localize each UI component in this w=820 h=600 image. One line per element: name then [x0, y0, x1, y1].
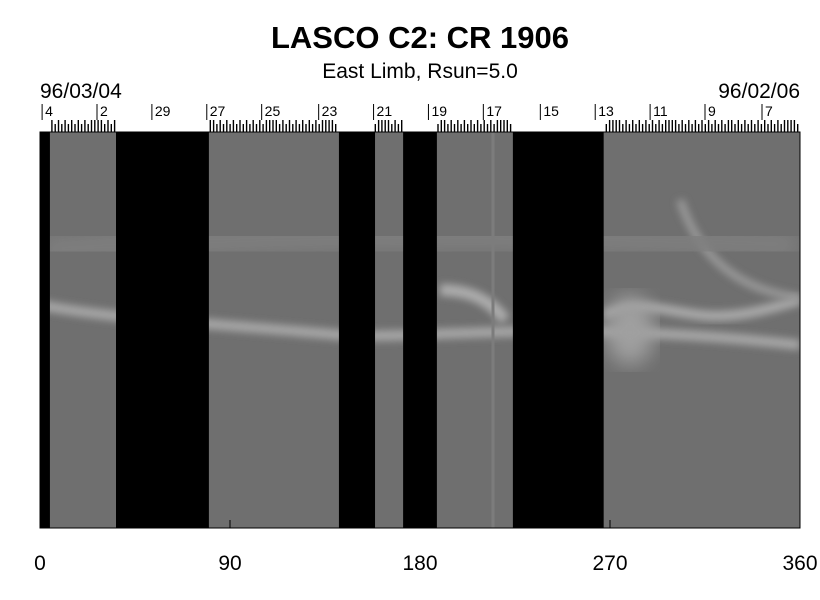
data-gap: [40, 132, 50, 528]
data-gap: [403, 132, 437, 528]
day-tick-label: 13: [598, 103, 614, 119]
day-tick-label: 29: [155, 103, 171, 119]
chart-subtitle: East Limb, Rsun=5.0: [322, 60, 518, 83]
day-tick-label: 7: [765, 103, 773, 119]
day-tick-label: 21: [377, 103, 393, 119]
day-tick-label: 15: [543, 103, 559, 119]
x-tick-label: 0: [34, 552, 46, 575]
plot-area: [40, 132, 800, 528]
day-tick-label: 19: [431, 103, 447, 119]
day-tick-label: 17: [486, 103, 502, 119]
data-gap: [338, 132, 376, 528]
day-tick-label: 9: [708, 103, 716, 119]
x-tick-label: 360: [782, 552, 817, 575]
day-tick-label: 23: [322, 103, 338, 119]
day-tick-label: 2: [100, 103, 108, 119]
chart-title: LASCO C2: CR 1906: [271, 20, 569, 55]
day-tick-label: 25: [265, 103, 281, 119]
start-date: 96/03/04: [40, 80, 122, 103]
data-gap: [116, 132, 209, 528]
day-tick-label: 11: [653, 103, 668, 119]
day-tick-label: 27: [210, 103, 226, 119]
day-tick-label: 4: [45, 103, 53, 119]
data-gap: [512, 132, 604, 528]
observation-ticks: [51, 120, 799, 132]
x-tick-label: 270: [592, 552, 627, 575]
end-date: 96/02/06: [718, 80, 800, 103]
x-tick-label: 90: [218, 552, 241, 575]
x-tick-label: 180: [402, 552, 437, 575]
